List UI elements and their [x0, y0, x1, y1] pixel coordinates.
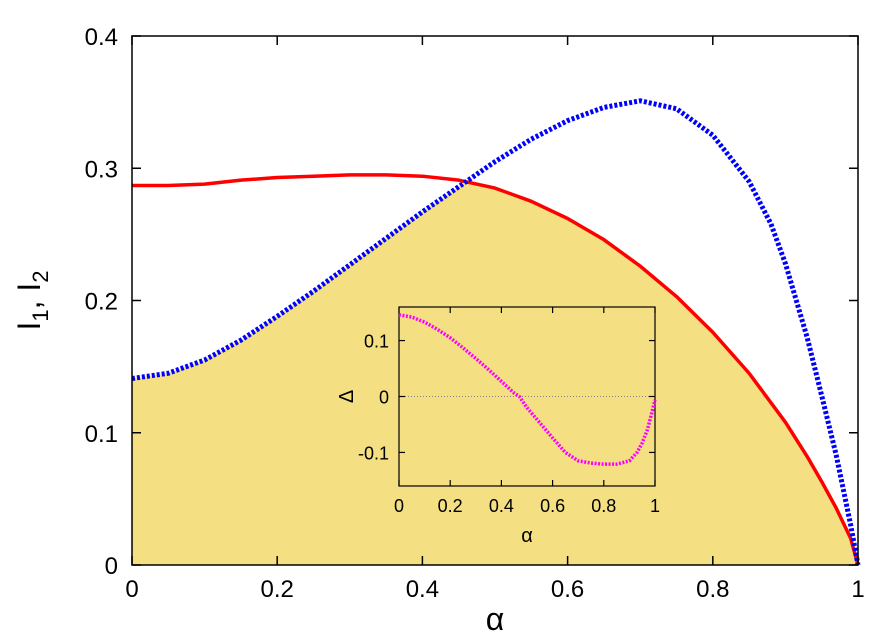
- inset-x-tick-label: 0.8: [591, 496, 616, 516]
- inset-x-tick-label: 1: [650, 496, 660, 516]
- y-tick-label: 0.2: [85, 289, 118, 316]
- inset-y-tick-label: 0: [379, 388, 389, 408]
- series-2-line: [131, 98, 861, 566]
- ylabel-sub1: 1: [28, 309, 53, 321]
- main-x-axis-label: α: [486, 601, 505, 636]
- y-tick-label: 0.4: [85, 24, 118, 51]
- inset-y-tick-label: 0.1: [364, 332, 389, 352]
- y-tick-label: 0: [105, 553, 118, 580]
- x-tick-label: 1: [851, 576, 864, 603]
- inset-y-tick-label: -0.1: [358, 443, 389, 463]
- series-1-line: [132, 173, 860, 566]
- main-series-layer: [131, 98, 861, 566]
- inset-x-tick-label: 0.4: [489, 496, 514, 516]
- ylabel-main: I: [11, 322, 47, 331]
- main-ticks-layer: 0 0.2 0.4 0.6 0.8 1 0 0.1 0.2 0.3 0.4: [85, 24, 865, 603]
- inset-layer: 0 0.2 0.4 0.6 0.8 1 -0.1 0 0.1: [358, 307, 660, 516]
- x-tick-label: 0.6: [551, 576, 584, 603]
- x-tick-label: 0.8: [696, 576, 729, 603]
- main-y-axis-label: I1, I2: [11, 270, 53, 330]
- inset-x-tick-label: 0: [394, 496, 404, 516]
- x-tick-label: 0.4: [406, 576, 439, 603]
- y-tick-label: 0.3: [85, 156, 118, 183]
- inset-series-line: [398, 313, 657, 466]
- x-tick-label: 0.2: [261, 576, 294, 603]
- x-tick-label: 0: [125, 576, 138, 603]
- inset-x-tick-label: 0.6: [540, 496, 565, 516]
- inset-x-tick-label: 0.2: [438, 496, 463, 516]
- inset-x-axis-label: α: [521, 525, 533, 547]
- inset-y-axis-label: Δ: [336, 390, 358, 403]
- ylabel-sub2: 2: [28, 270, 53, 282]
- ylabel-sep: , I: [11, 283, 47, 310]
- y-tick-label: 0.1: [85, 421, 118, 448]
